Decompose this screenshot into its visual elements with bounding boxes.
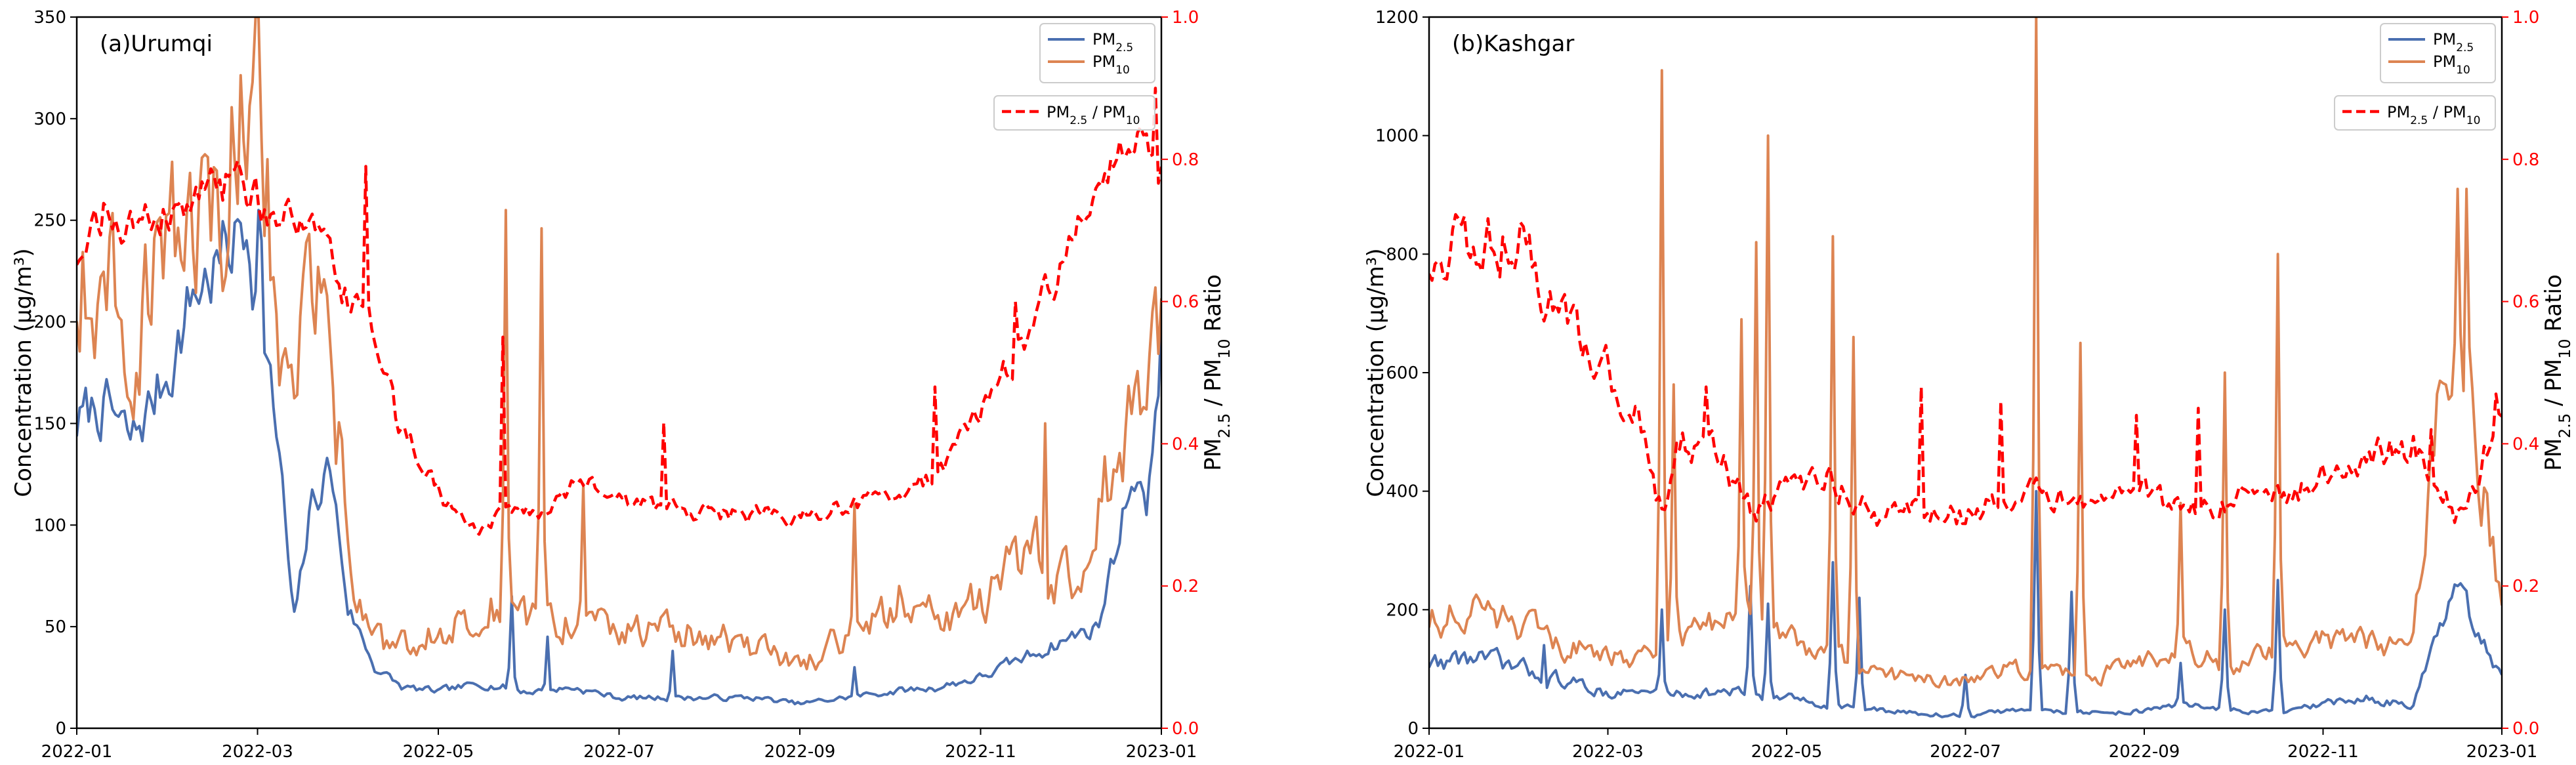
y2-tick-label: 0.8 [2512, 150, 2539, 170]
y2-tick-label: 0.6 [2512, 293, 2539, 312]
chart-panel-urumqi: 0 50 100 150 200 250 300 350 0.0 0.2 0.4 0.6 0.8 1.0 2… [10, 8, 1234, 762]
legend-box [993, 95, 1155, 131]
y2-tick-label: 0.4 [1172, 434, 1199, 454]
legend-entry: PM2.5 / PM10 [1047, 103, 1140, 127]
x-tick-label: 2022-01 [1394, 742, 1465, 762]
x-tick-label: 2022-05 [403, 742, 474, 762]
y-tick-label: 300 [33, 110, 66, 129]
y-axis-label: Concentration (μg/m³) [10, 248, 37, 497]
y-tick-label: 1000 [1375, 127, 1419, 146]
legend-ratio: PM2.5 / PM10 [993, 95, 1155, 131]
legend-entry: PM2.5 [1092, 30, 1133, 54]
legend-entry: PM10 [1092, 52, 1130, 77]
y-tick-label: 800 [1386, 245, 1419, 264]
ratio-line [77, 87, 1161, 536]
x-tick-label: 2023-01 [2466, 742, 2538, 762]
x-tick-label: 2022-11 [945, 742, 1016, 762]
y2-tick-label: 0.6 [1172, 293, 1199, 312]
y2-tick-label: 0.4 [2512, 434, 2539, 454]
panel-label: (b)Kashgar [1452, 31, 1574, 57]
y-tick-label: 200 [33, 313, 66, 333]
legend-ratio: PM2.5 / PM10 [2334, 95, 2496, 131]
y-tick-label: 400 [1386, 482, 1419, 502]
x-tick-label: 2022-05 [1751, 742, 1823, 762]
pm25-line [1429, 489, 2502, 719]
x-tick-label: 2022-01 [41, 742, 113, 762]
y-tick-label: 250 [33, 211, 66, 231]
y2-axis-label: PM2.5 / PM10 Ratio [2541, 274, 2574, 471]
panel-label: (a)Urumqi [100, 31, 213, 57]
pm25-line [77, 209, 1161, 706]
ratio-line [1429, 213, 2502, 527]
legend-entry: PM10 [2433, 52, 2470, 77]
legend-box [2334, 95, 2496, 131]
y-tick-label: 1200 [1375, 8, 1419, 28]
y-tick-label: 600 [1386, 363, 1419, 383]
y-tick-label: 50 [45, 617, 66, 637]
x-tick-label: 2022-03 [222, 742, 293, 762]
legend-entry: PM2.5 [2433, 30, 2474, 54]
y2-tick-label: 1.0 [1172, 8, 1199, 28]
y2-tick-label: 0.2 [2512, 577, 2539, 596]
y-tick-label: 100 [33, 516, 66, 535]
y2-tick-label: 0.2 [1172, 577, 1199, 596]
y2-tick-label: 0.8 [1172, 150, 1199, 170]
legend-entry: PM2.5 / PM10 [2387, 103, 2480, 127]
pm10-line [1429, 17, 2502, 689]
x-tick-label: 2023-01 [1126, 742, 1197, 762]
y-tick-label: 150 [33, 414, 66, 434]
y-axis-label: Concentration (μg/m³) [1363, 248, 1389, 497]
y-tick-label: 200 [1386, 600, 1419, 620]
y-tick-label: 0 [55, 719, 66, 739]
y-tick-label: 0 [1407, 719, 1419, 739]
y2-tick-label: 0.0 [2512, 719, 2539, 739]
x-tick-label: 2022-07 [1930, 742, 2001, 762]
pm10-line [77, 17, 1161, 671]
x-tick-label: 2022-11 [2287, 742, 2359, 762]
chart-panel-kashgar: 0 200 400 600 800 1000 1200 0.0 0.2 0.4 0.6 0.8 1.0 2… [1363, 8, 2574, 762]
x-tick-label: 2022-09 [2109, 742, 2180, 762]
x-tick-label: 2022-07 [583, 742, 655, 762]
y2-tick-label: 1.0 [2512, 8, 2539, 28]
y-tick-label: 350 [33, 8, 66, 28]
x-tick-label: 2022-09 [764, 742, 836, 762]
x-tick-label: 2022-03 [1572, 742, 1644, 762]
y2-tick-label: 0.0 [1172, 719, 1199, 739]
y2-axis-label: PM2.5 / PM10 Ratio [1200, 274, 1234, 471]
